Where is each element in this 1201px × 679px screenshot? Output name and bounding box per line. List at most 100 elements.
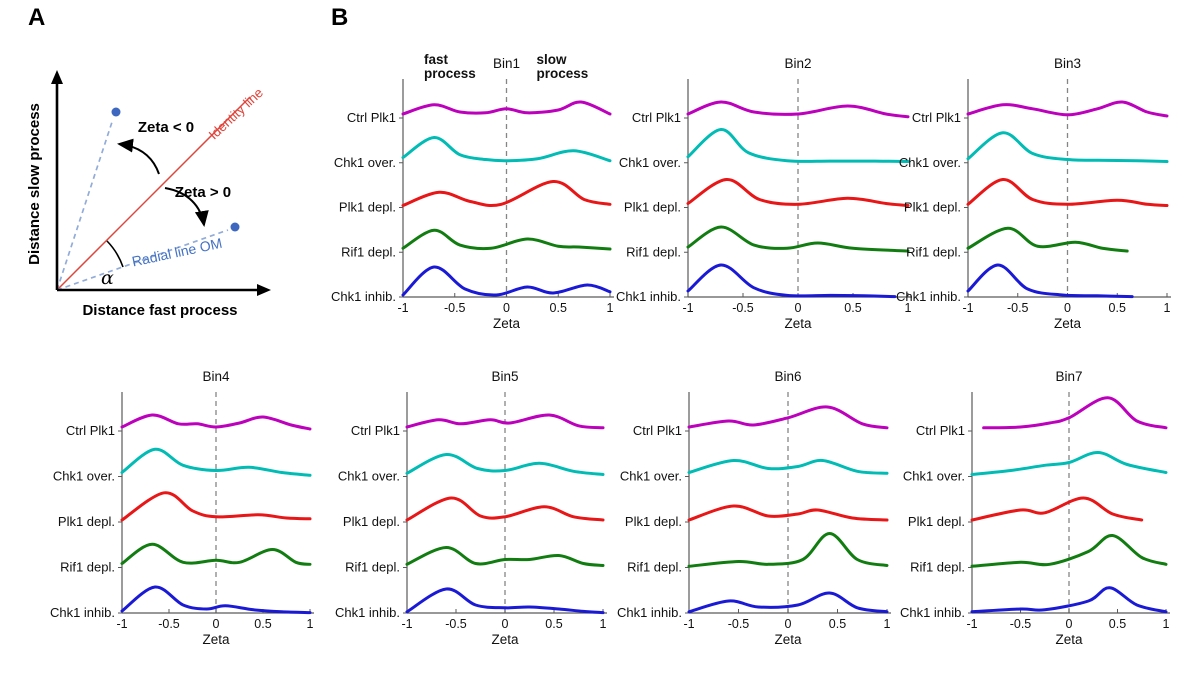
density-curve-chk1-inhib xyxy=(966,263,1134,299)
x-tick-label: -0.5 xyxy=(1007,301,1029,315)
x-tick-label: 1 xyxy=(905,301,912,315)
y-axis-arrowhead xyxy=(51,70,63,84)
condition-label-rif1-depl: Rif1 depl. xyxy=(910,560,965,575)
density-curve-rif1-depl xyxy=(405,545,605,567)
density-curve-rif1-depl xyxy=(686,225,910,253)
x-tick-label: 0.5 xyxy=(550,301,567,315)
condition-label-chk1-inhib: Chk1 inhib. xyxy=(616,289,681,304)
bin-plot-bin1: -1 -0.5 0 0.5 1 Zeta Bin1 Ctrl Plk1 Chk1 over. Pl… xyxy=(331,52,614,331)
condition-label-plk1-depl: Plk1 depl. xyxy=(343,514,400,529)
x-tick-label: -0.5 xyxy=(732,301,754,315)
condition-label-ctrl-plk1: Ctrl Plk1 xyxy=(632,110,681,125)
density-curve-ctrl-plk1 xyxy=(120,413,312,431)
bin-title: Bin4 xyxy=(202,369,230,384)
x-tick-label: 0.5 xyxy=(1109,301,1126,315)
condition-label-chk1-inhib: Chk1 inhib. xyxy=(331,289,396,304)
x-tick-label: -0.5 xyxy=(445,617,467,631)
x-tick-label: 1 xyxy=(884,617,891,631)
zeta-negative-label: Zeta < 0 xyxy=(138,119,194,136)
bin-plot-bin2: -1 -0.5 0 0.5 1 Zeta Bin2 Ctrl Plk1 Chk1 over. Pl… xyxy=(616,56,912,331)
x-tick-label: 1 xyxy=(600,617,607,631)
x-tick-label: -1 xyxy=(397,301,408,315)
condition-label-chk1-inhib: Chk1 inhib. xyxy=(50,605,115,620)
bin-title: Bin3 xyxy=(1054,56,1081,71)
bin-title: Bin5 xyxy=(491,369,518,384)
x-tick-label: -0.5 xyxy=(728,617,750,631)
bin-plot-bin5: -1 -0.5 0 0.5 1 Zeta Bin5 Ctrl Plk1 Chk1 over. Pl… xyxy=(335,369,607,647)
density-curve-rif1-depl xyxy=(120,542,312,566)
condition-label-chk1-over: Chk1 over. xyxy=(334,155,396,170)
condition-label-chk1-inhib: Chk1 inhib. xyxy=(896,289,961,304)
alpha-label: α xyxy=(101,267,114,289)
x-axis-title: Zeta xyxy=(491,632,519,647)
x-tick-label: -1 xyxy=(116,617,127,631)
condition-label-chk1-over: Chk1 over. xyxy=(620,469,682,484)
x-axis-title: Zeta xyxy=(1054,316,1082,331)
bin-plot-bin7: -1 -0.5 0 0.5 1 Zeta Bin7 Ctrl Plk1 Chk1 over. Pl… xyxy=(900,369,1170,647)
x-axis-title: Zeta xyxy=(774,632,802,647)
condition-label-plk1-depl: Plk1 depl. xyxy=(908,514,965,529)
x-tick-label: 1 xyxy=(607,301,614,315)
density-curve-rif1-depl xyxy=(966,226,1129,253)
condition-label-plk1-depl: Plk1 depl. xyxy=(339,200,396,215)
x-tick-label: 0 xyxy=(785,617,792,631)
density-curve-plk1-depl xyxy=(686,178,910,207)
x-tick-label: -0.5 xyxy=(158,617,180,631)
zeta-positive-label: Zeta > 0 xyxy=(175,184,231,201)
zeta-positive-arrow xyxy=(164,187,209,227)
slow-process-annotation-line2: process xyxy=(537,66,589,81)
density-curve-rif1-depl xyxy=(401,228,612,251)
condition-label-rif1-depl: Rif1 depl. xyxy=(626,244,681,259)
condition-label-ctrl-plk1: Ctrl Plk1 xyxy=(912,110,961,125)
condition-label-rif1-depl: Rif1 depl. xyxy=(60,560,115,575)
condition-label-chk1-over: Chk1 over. xyxy=(338,469,400,484)
slow-process-annotation-line1: slow xyxy=(537,52,568,67)
x-tick-label: -1 xyxy=(683,617,694,631)
x-tick-label: 0 xyxy=(1066,617,1073,631)
density-curve-chk1-inhib xyxy=(401,265,612,297)
bin-plot-bin4: -1 -0.5 0 0.5 1 Zeta Bin4 Ctrl Plk1 Chk1 over. Pl… xyxy=(50,369,314,647)
fast-process-annotation-line2: process xyxy=(424,66,476,81)
density-curve-chk1-over xyxy=(120,447,312,477)
x-axis-arrowhead xyxy=(257,284,271,296)
x-tick-label: 1 xyxy=(307,617,314,631)
x-tick-label: 0.5 xyxy=(1109,617,1126,631)
fast-process-annotation-line1: fast xyxy=(424,52,449,67)
radial-line-steep xyxy=(56,118,114,291)
density-curve-rif1-depl xyxy=(687,532,889,568)
x-tick-label: -0.5 xyxy=(444,301,466,315)
density-curve-plk1-depl xyxy=(970,496,1144,522)
density-curve-chk1-over xyxy=(401,136,612,163)
panel-a-x-axis-label: Distance fast process xyxy=(82,302,237,319)
density-curve-chk1-inhib xyxy=(120,585,312,615)
x-axis-title: Zeta xyxy=(1055,632,1083,647)
x-tick-label: 1 xyxy=(1163,617,1170,631)
identity-line xyxy=(56,96,251,291)
condition-label-chk1-inhib: Chk1 inhib. xyxy=(900,605,965,620)
density-curve-plk1-depl xyxy=(687,504,889,522)
bin-title: Bin1 xyxy=(493,56,520,71)
panel-a-diagram: Zeta < 0 Zeta > 0 α Identity line Radial… xyxy=(26,70,271,319)
density-curve-chk1-inhib xyxy=(687,591,889,614)
x-tick-label: 0 xyxy=(213,617,220,631)
condition-label-ctrl-plk1: Ctrl Plk1 xyxy=(916,423,965,438)
density-curve-chk1-over xyxy=(687,458,889,475)
bin-title: Bin6 xyxy=(774,369,801,384)
condition-label-rif1-depl: Rif1 depl. xyxy=(627,560,682,575)
density-curve-ctrl-plk1 xyxy=(982,396,1168,430)
x-tick-label: 1 xyxy=(1164,301,1171,315)
panel-b-label: B xyxy=(331,4,349,31)
density-curve-chk1-over xyxy=(405,453,605,476)
condition-label-plk1-depl: Plk1 depl. xyxy=(904,200,961,215)
condition-label-ctrl-plk1: Ctrl Plk1 xyxy=(66,423,115,438)
density-curve-ctrl-plk1 xyxy=(405,413,605,430)
density-curve-ctrl-plk1 xyxy=(686,100,910,119)
bin-plot-bin3: -1 -0.5 0 0.5 1 Zeta Bin3 Ctrl Plk1 Chk1 over. Pl… xyxy=(896,56,1171,331)
x-axis-title: Zeta xyxy=(202,632,230,647)
data-point-slow xyxy=(111,107,121,117)
x-tick-label: -1 xyxy=(962,301,973,315)
condition-label-rif1-depl: Rif1 depl. xyxy=(906,244,961,259)
bin-title: Bin2 xyxy=(784,56,811,71)
data-point-fast xyxy=(230,222,240,232)
